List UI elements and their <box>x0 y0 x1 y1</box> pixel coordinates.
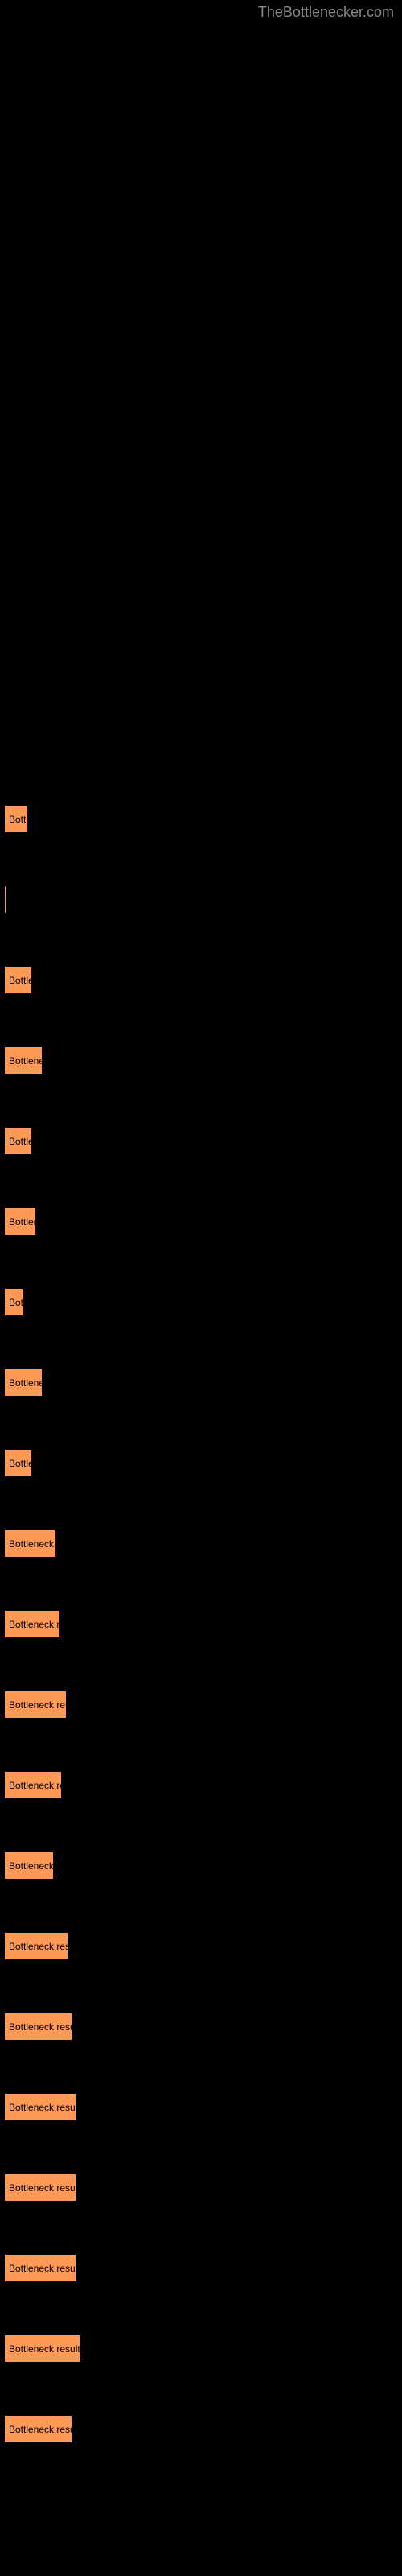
bar-label: Bottleneck result <box>9 1941 68 1952</box>
chart-bar: Bottleneck resu <box>4 1610 60 1638</box>
bar-row: Bottleneck result <box>4 2174 402 2202</box>
bar-row: Bottle <box>4 966 402 994</box>
bar-row: Bottlen <box>4 1208 402 1236</box>
chart-bar: Bottleneck res <box>4 1530 56 1558</box>
bar-label: Bottleneck result <box>9 2021 72 2033</box>
bar-label: Bottleneck result <box>9 2424 72 2435</box>
chart-bar: Bottlenec <box>4 1368 43 1397</box>
bar-row: Bottleneck result <box>4 1932 402 1960</box>
chart-bar: Bottleneck result <box>4 1690 67 1719</box>
bar-row: Bottle <box>4 1449 402 1477</box>
bar-row: Bot <box>4 1288 402 1316</box>
chart-bar: Bottlenec <box>4 1046 43 1075</box>
chart-bar: Bottleneck resul <box>4 1771 62 1799</box>
chart-bar: Bott <box>4 805 28 833</box>
bar-label: Bottleneck res <box>9 1538 55 1550</box>
bar-row: Bottlenec <box>4 1046 402 1075</box>
bar-row: Bottleneck result <box>4 1690 402 1719</box>
chart-bar: Bottleneck result <box>4 2013 72 2041</box>
chart-bar: Bottlen <box>4 1208 36 1236</box>
bar-label: Bottle <box>9 1136 31 1147</box>
chart-bar <box>4 886 6 914</box>
chart-bar: Bottle <box>4 1449 32 1477</box>
bar-row: Bottleneck resu <box>4 1610 402 1638</box>
bar-label: Bottleneck result <box>9 2343 80 2355</box>
bar-row: Bottleneck result <box>4 2334 402 2363</box>
bar-label: Bottleneck re <box>9 1860 53 1872</box>
chart-bar: Bottle <box>4 966 32 994</box>
bar-row: Bottleneck res <box>4 1530 402 1558</box>
bar-label: Bottleneck result <box>9 2263 76 2274</box>
bar-row: Bottleneck resul <box>4 1771 402 1799</box>
bar-label: Bottle <box>9 1458 31 1469</box>
bar-label: Bottle <box>9 975 31 986</box>
chart-bar: Bot <box>4 1288 24 1316</box>
bar-row: Bottleneck result <box>4 2093 402 2121</box>
chart-bar: Bottle <box>4 1127 32 1155</box>
bar-label: Bottlenec <box>9 1055 42 1067</box>
chart-bar: Bottleneck result <box>4 2415 72 2443</box>
chart-container: Bott Bottle Bottlenec Bottle Bottlen Bot Bottl… <box>0 0 402 2528</box>
bar-label: Bottlenec <box>9 1377 42 1389</box>
watermark-text: TheBottlenecker.com <box>258 4 394 21</box>
bar-row: Bottleneck result <box>4 2254 402 2282</box>
bar-row: Bottle <box>4 1127 402 1155</box>
chart-bar: Bottleneck result <box>4 1932 68 1960</box>
bar-label: Bott <box>9 814 26 825</box>
chart-bar: Bottleneck result <box>4 2254 76 2282</box>
bar-row: Bottleneck re <box>4 1852 402 1880</box>
chart-bar: Bottleneck result <box>4 2334 80 2363</box>
bar-label: Bottleneck result <box>9 2182 76 2194</box>
bar-row: Bottleneck result <box>4 2415 402 2443</box>
bar-row: Bott <box>4 805 402 833</box>
bar-label: Bottleneck resul <box>9 1780 61 1791</box>
bar-row: Bottlenec <box>4 1368 402 1397</box>
chart-bar: Bottleneck re <box>4 1852 54 1880</box>
bar-row <box>4 886 402 914</box>
bar-row: Bottleneck result <box>4 2013 402 2041</box>
bar-label: Bottleneck result <box>9 2102 76 2113</box>
chart-bar: Bottleneck result <box>4 2174 76 2202</box>
bar-label: Bottleneck resu <box>9 1619 59 1630</box>
bar-label: Bottleneck result <box>9 1699 66 1711</box>
chart-bar: Bottleneck result <box>4 2093 76 2121</box>
bar-label: Bottlen <box>9 1216 35 1228</box>
bar-label: Bot <box>9 1297 23 1308</box>
